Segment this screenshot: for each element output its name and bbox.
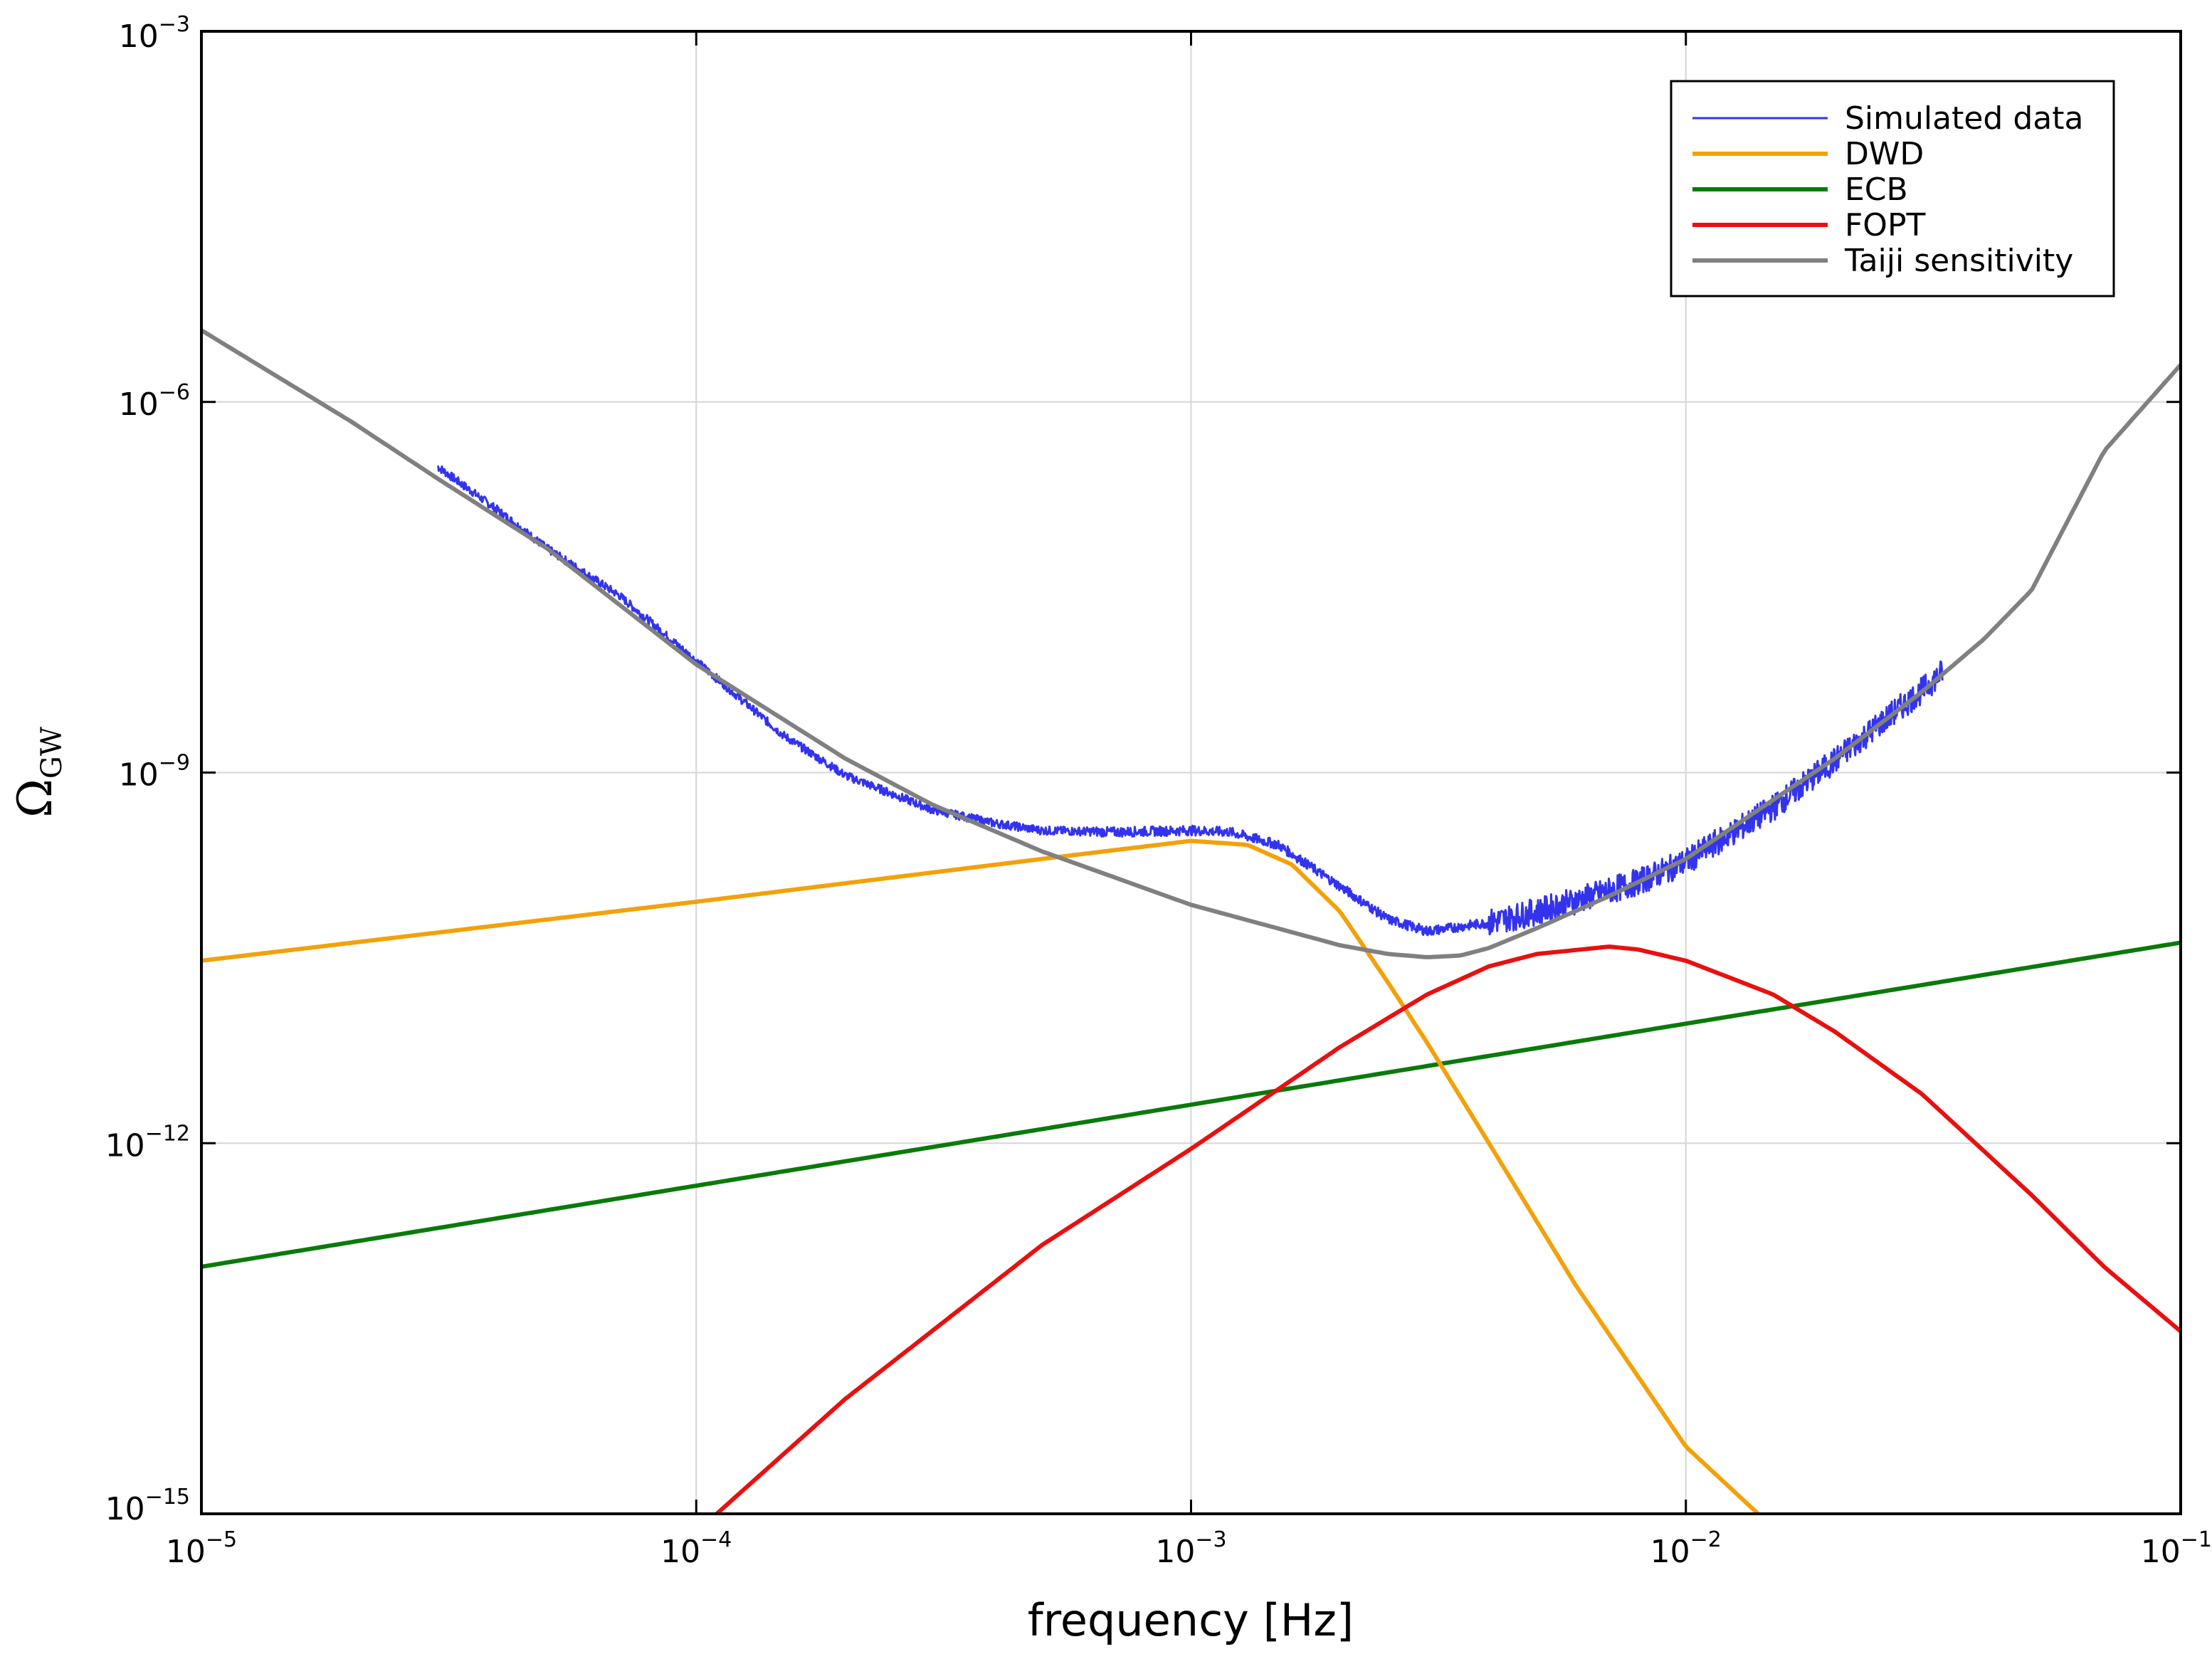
y-tick-label: 10−9 (119, 751, 190, 794)
y-axis-label: ΩGW (8, 727, 68, 818)
legend-entry-taiji-sensitivity: Taiji sensitivity (1844, 243, 2073, 279)
y-tick-label: 10−6 (119, 380, 190, 423)
series-line-dwd (201, 838, 1761, 1514)
series-layer (201, 328, 2181, 1514)
legend-entry-simulated-data: Simulated data (1845, 100, 2083, 137)
x-tick-label: 10−1 (2141, 1527, 2212, 1570)
x-tick-label: 10−2 (1650, 1527, 1722, 1570)
series-line-ecb (201, 940, 2181, 1269)
svg-text:ΩGW: ΩGW (8, 727, 68, 818)
y-tick-label: 10−3 (119, 12, 190, 55)
y-axis-label-main: Ω (8, 779, 63, 818)
ticks (200, 30, 2182, 1515)
y-tick-label: 10−12 (105, 1121, 190, 1164)
y-axis-label-sub: GW (36, 727, 68, 779)
series-line-taiji-sensitivity (201, 328, 2181, 959)
x-axis-label: frequency [Hz] (1028, 1594, 1354, 1646)
series-line-fopt (715, 944, 2181, 1514)
tick-labels: 10−5 10−4 10−3 10−2 10−1 10−15 10−12 10−9 10−6 10… (105, 12, 2212, 1570)
y-tick-label: 10−15 (105, 1485, 190, 1527)
legend-entry-fopt: FOPT (1845, 207, 1925, 243)
legend-entry-dwd: DWD (1845, 136, 1924, 172)
x-tick-label: 10−3 (1155, 1527, 1226, 1570)
x-tick-label: 10−5 (166, 1527, 237, 1570)
legend-entry-ecb: ECB (1845, 172, 1908, 208)
x-tick-label: 10−4 (660, 1527, 732, 1570)
